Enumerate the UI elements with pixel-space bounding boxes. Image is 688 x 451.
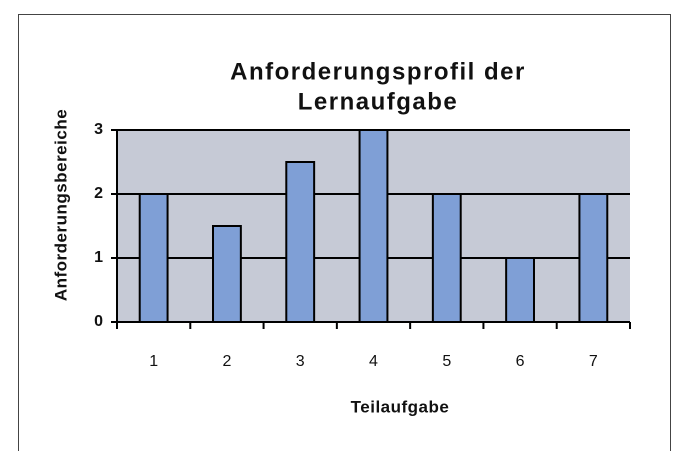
y-tick-label: 0	[94, 313, 103, 330]
bar	[358, 129, 389, 323]
x-tick-label: 5	[442, 353, 451, 370]
bar	[212, 225, 242, 323]
bar	[505, 257, 535, 323]
x-axis-label: Teilaufgabe	[351, 397, 450, 416]
y-tick-label: 1	[94, 249, 103, 266]
bar	[431, 193, 462, 323]
y-axis-label: Anforderungsbereiche	[51, 109, 70, 301]
x-tick-label: 6	[516, 353, 525, 370]
x-tick-label: 3	[296, 353, 305, 370]
x-tick-label: 4	[369, 353, 378, 370]
y-tick-label: 2	[94, 185, 103, 202]
bar	[578, 193, 609, 323]
bar	[138, 193, 169, 323]
bar	[285, 161, 316, 323]
x-tick-label: 1	[149, 353, 158, 370]
x-tick-label: 2	[222, 353, 231, 370]
x-tick-label: 7	[589, 353, 598, 370]
y-tick-label: 3	[94, 121, 103, 138]
chart-title: Lernaufgabe	[298, 88, 459, 115]
chart-title: Anforderungsprofil der	[230, 58, 526, 85]
